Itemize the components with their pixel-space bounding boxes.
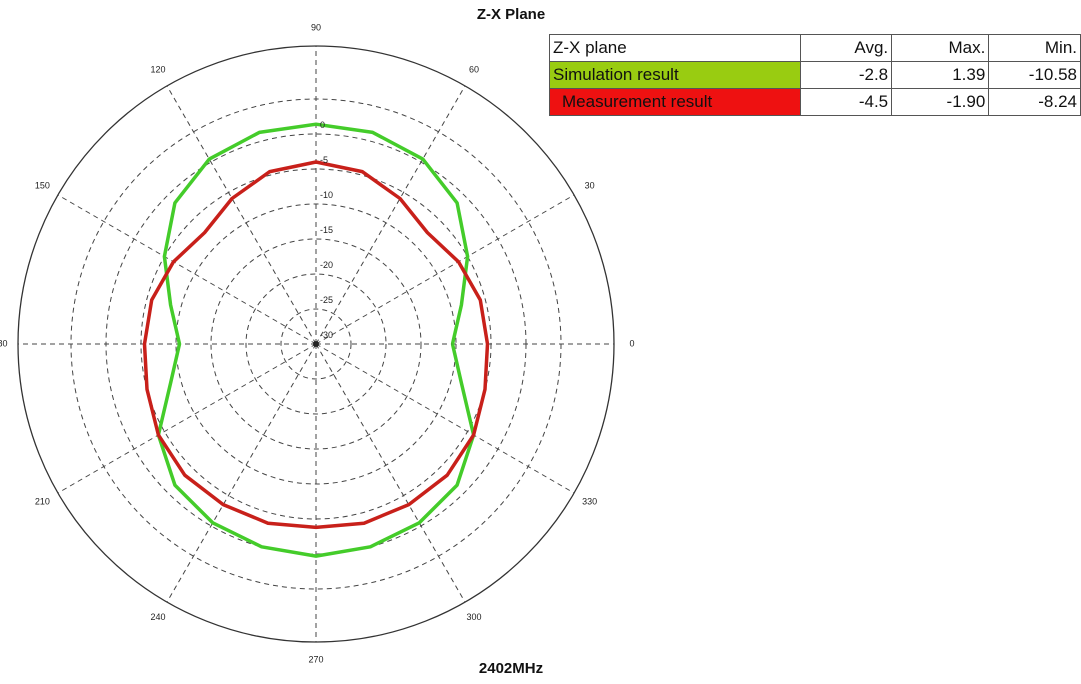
radial-tick-label: -25 (320, 295, 333, 305)
angle-tick-label: 300 (466, 612, 481, 622)
radial-tick-label: -20 (320, 260, 333, 270)
angle-tick-label: 30 (585, 180, 595, 190)
grid-spoke (57, 194, 317, 345)
stats-header-plane: Z-X plane (549, 34, 801, 62)
grid-spoke (315, 194, 575, 345)
stats-row-simulation: Simulation result -2.8 1.39 -10.58 (549, 61, 1081, 89)
simulation-min: -10.58 (988, 61, 1081, 89)
grid-spoke (315, 343, 575, 494)
stats-header-avg: Avg. (799, 34, 893, 62)
measurement-avg: -4.5 (799, 88, 893, 116)
stats-row-measurement: Measurement result -4.5 -1.90 -8.24 (549, 88, 1081, 116)
stats-header-min: Min. (988, 34, 1081, 62)
measurement-series-line (142, 160, 490, 530)
chart-footer: 2402MHz (478, 660, 544, 677)
grid-ring (245, 273, 387, 415)
label-layer: 90603003303002702402101801501200-5-10-15… (0, 22, 635, 664)
grid-ring (280, 308, 352, 380)
angle-tick-label: 120 (150, 65, 165, 75)
center-marker (313, 341, 319, 347)
grid-spoke (166, 343, 317, 603)
angle-tick-label: 210 (35, 496, 50, 506)
angle-tick-label: 0 (629, 338, 634, 348)
radial-tick-label: -15 (320, 225, 333, 235)
grid-spoke (315, 343, 466, 603)
grid-spoke (315, 85, 466, 345)
simulation-max: 1.39 (891, 61, 990, 89)
simulation-series-line (156, 122, 476, 558)
angle-tick-label: 60 (469, 65, 479, 75)
radial-tick-label: -5 (320, 155, 328, 165)
radial-tick-label: -10 (320, 190, 333, 200)
grid-spoke (166, 85, 317, 345)
measurement-legend-label: Measurement result (549, 88, 801, 116)
measurement-min: -8.24 (988, 88, 1081, 116)
stats-header-row: Z-X plane Avg. Max. Min. (549, 34, 1081, 62)
angle-tick-label: 150 (35, 180, 50, 190)
measurement-max: -1.90 (891, 88, 990, 116)
stats-table: Z-X plane Avg. Max. Min. Simulation resu… (549, 34, 1081, 116)
polar-grid (17, 45, 615, 643)
series-layer (142, 122, 490, 558)
stats-header-max: Max. (891, 34, 990, 62)
angle-tick-label: 330 (582, 496, 597, 506)
radial-tick-label: -30 (320, 330, 333, 340)
radial-tick-label: 0 (320, 120, 325, 130)
angle-tick-label: 240 (150, 612, 165, 622)
chart-title: Z-X Plane (476, 6, 546, 23)
angle-tick-label: 90 (311, 22, 321, 32)
angle-tick-label: 180 (0, 338, 8, 348)
grid-spoke (57, 343, 317, 494)
angle-tick-label: 270 (308, 654, 323, 664)
grid-ring (210, 238, 422, 450)
simulation-legend-label: Simulation result (549, 61, 801, 89)
simulation-avg: -2.8 (799, 61, 893, 89)
